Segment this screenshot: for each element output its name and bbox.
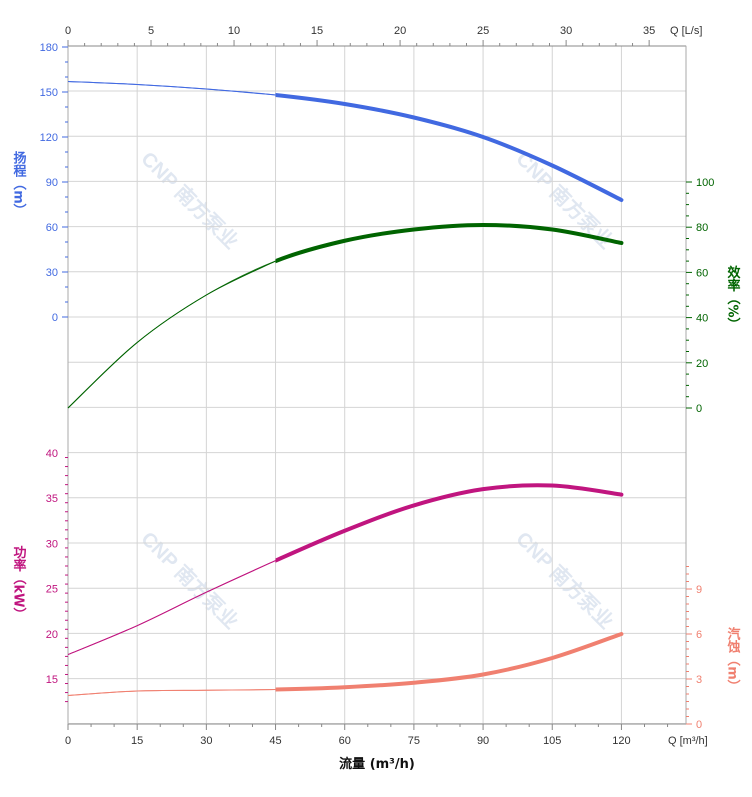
x-axis-title: 流量 (m³/h) — [339, 756, 415, 772]
power-tick-label: 15 — [46, 674, 58, 686]
x2-tick-label: 20 — [394, 25, 406, 37]
watermark-text: CNP 南方泵业 — [136, 147, 243, 254]
power-curve-thin — [67, 560, 276, 656]
axes-layer — [62, 40, 692, 730]
series-layer — [67, 81, 624, 696]
x-tick-label: 45 — [269, 735, 281, 747]
x-tick-label: 90 — [477, 735, 489, 747]
x-tick-label: 60 — [339, 735, 351, 747]
x2-tick-label: 30 — [560, 25, 572, 37]
x-tick-label: 15 — [131, 735, 143, 747]
power-tick-label: 30 — [46, 538, 58, 550]
head-tick-label: 60 — [46, 222, 58, 234]
head-tick-label: 150 — [40, 87, 58, 99]
power-tick-label: 35 — [46, 493, 58, 505]
x-tick-label: 0 — [65, 735, 71, 747]
efficiency-tick-label: 0 — [696, 403, 702, 415]
efficiency-tick-label: 20 — [696, 358, 708, 370]
head-curve-operating — [275, 92, 624, 202]
labels-layer: 0 15 30 45 60 75 90 105 120 Q [m³/h]流量 (m³/h)0 5 10… — [11, 25, 742, 772]
x2-tick-label: 10 — [228, 25, 240, 37]
power-tick-label: 25 — [46, 584, 58, 596]
npsh-curve-operating — [275, 632, 624, 692]
x-tick-label: 75 — [408, 735, 420, 747]
head-curve-thin — [67, 81, 276, 96]
efficiency-axis-title: 效率（%） — [725, 265, 742, 331]
npsh-tick-label: 6 — [696, 629, 702, 641]
efficiency-tick-label: 80 — [696, 222, 708, 234]
efficiency-curve-thin — [67, 260, 276, 409]
head-tick-label: 120 — [40, 132, 58, 144]
npsh-tick-label: 9 — [696, 584, 702, 596]
npsh-axis-title: 汽蚀（m） — [725, 627, 742, 693]
x-tick-label: 105 — [543, 735, 561, 747]
x2-tick-label: 5 — [148, 25, 154, 37]
x-tick-label: 30 — [200, 735, 212, 747]
head-tick-label: 0 — [52, 312, 58, 324]
npsh-tick-label: 3 — [696, 674, 702, 686]
head-axis-title: 扬程（m） — [11, 151, 28, 217]
npsh-curve-thin — [67, 688, 276, 696]
power-curve-operating — [275, 483, 624, 563]
x2-tick-label: 25 — [477, 25, 489, 37]
efficiency-tick-label: 60 — [696, 267, 708, 279]
efficiency-curve-operating — [275, 222, 624, 264]
power-tick-label: 20 — [46, 629, 58, 641]
head-curve-extrapolated — [67, 81, 276, 96]
x2-tick-label: 35 — [643, 25, 655, 37]
efficiency-tick-label: 100 — [696, 177, 714, 189]
x-axis-unit-label: Q [m³/h] — [668, 735, 708, 747]
x-tick-label: 120 — [612, 735, 630, 747]
power-axis-title: 功率（kW） — [11, 546, 28, 621]
x2-axis-unit-label: Q [L/s] — [670, 25, 702, 37]
x2-tick-label: 15 — [311, 25, 323, 37]
efficiency-tick-label: 40 — [696, 313, 708, 325]
power-tick-label: 40 — [46, 448, 58, 460]
head-tick-label: 90 — [46, 177, 58, 189]
head-tick-label: 30 — [46, 267, 58, 279]
head-tick-label: 180 — [40, 42, 58, 54]
npsh-tick-label: 0 — [696, 719, 702, 731]
efficiency-curve-extrapolated — [67, 260, 276, 409]
x2-tick-label: 0 — [65, 25, 71, 37]
